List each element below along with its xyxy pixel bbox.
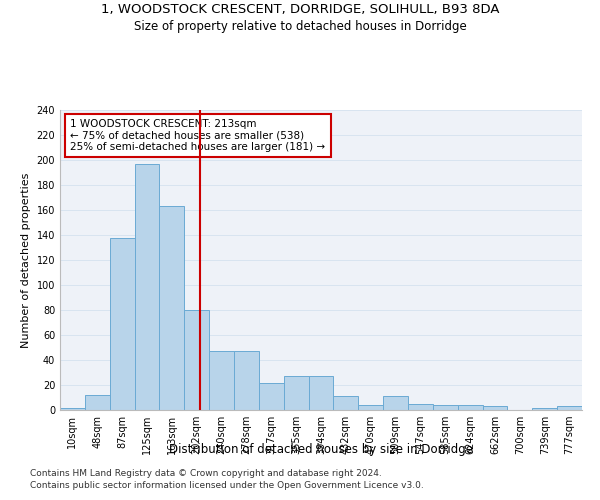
Bar	[60, 408, 85, 410]
Bar	[85, 395, 110, 410]
Text: Contains HM Land Registry data © Crown copyright and database right 2024.: Contains HM Land Registry data © Crown c…	[30, 468, 382, 477]
Bar	[358, 405, 383, 410]
Bar	[532, 408, 557, 410]
Text: Contains public sector information licensed under the Open Government Licence v3: Contains public sector information licen…	[30, 481, 424, 490]
Bar	[433, 405, 458, 410]
Bar	[458, 405, 482, 410]
Bar	[259, 382, 284, 410]
Bar	[557, 406, 582, 410]
Bar	[408, 404, 433, 410]
Bar	[234, 351, 259, 410]
Bar	[284, 376, 308, 410]
Bar	[110, 238, 134, 410]
Bar	[383, 396, 408, 410]
Text: 1 WOODSTOCK CRESCENT: 213sqm
← 75% of detached houses are smaller (538)
25% of s: 1 WOODSTOCK CRESCENT: 213sqm ← 75% of de…	[70, 119, 326, 152]
Text: Distribution of detached houses by size in Dorridge: Distribution of detached houses by size …	[169, 442, 473, 456]
Bar	[209, 351, 234, 410]
Bar	[334, 396, 358, 410]
Bar	[134, 164, 160, 410]
Bar	[308, 376, 334, 410]
Text: 1, WOODSTOCK CRESCENT, DORRIDGE, SOLIHULL, B93 8DA: 1, WOODSTOCK CRESCENT, DORRIDGE, SOLIHUL…	[101, 2, 499, 16]
Bar	[184, 310, 209, 410]
Text: Size of property relative to detached houses in Dorridge: Size of property relative to detached ho…	[134, 20, 466, 33]
Bar	[160, 206, 184, 410]
Y-axis label: Number of detached properties: Number of detached properties	[21, 172, 31, 348]
Bar	[482, 406, 508, 410]
